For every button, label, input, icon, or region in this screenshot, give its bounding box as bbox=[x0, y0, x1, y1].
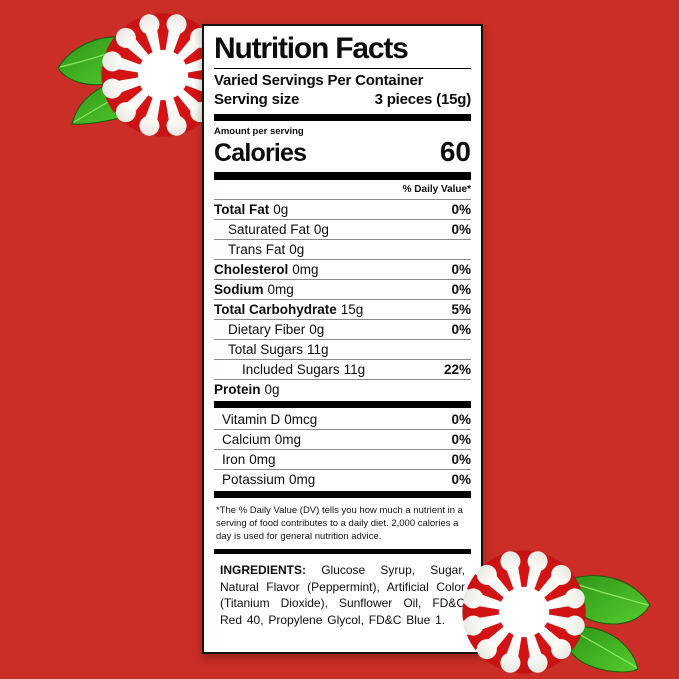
divider-thick bbox=[214, 401, 471, 408]
nutrient-row-total-carbohydrate: Total Carbohydrate 15g 5% bbox=[214, 299, 471, 319]
nutrient-name: Total Sugars bbox=[228, 341, 304, 357]
divider-thick bbox=[214, 114, 471, 121]
nutrient-row-protein: Protein 0g bbox=[214, 379, 471, 399]
nutrient-name: Vitamin D bbox=[222, 411, 281, 427]
calories-value: 60 bbox=[439, 136, 471, 167]
amount-per-serving: Amount per serving bbox=[214, 126, 304, 137]
nutrient-amount: 0mg bbox=[289, 471, 316, 487]
daily-value-header: % Daily Value* bbox=[402, 184, 471, 195]
servings-per-container: Varied Servings Per Container bbox=[214, 72, 424, 89]
nutrient-dv: 22% bbox=[443, 361, 471, 377]
nutrient-dv: 0% bbox=[451, 451, 471, 467]
nutrient-amount: 0g bbox=[313, 221, 329, 237]
nutrient-row-calcium: Calcium 0mg 0% bbox=[214, 429, 471, 449]
divider-thin bbox=[214, 68, 471, 69]
nutrient-dv: 0% bbox=[451, 261, 471, 277]
peppermint-candy-bottom-right bbox=[457, 545, 592, 679]
nutrient-amount: 15g bbox=[340, 301, 364, 317]
serving-size-value: 3 pieces (15g) bbox=[374, 91, 472, 108]
nutrient-amount: 11g bbox=[343, 361, 366, 377]
peppermint-decoration-bottom-right bbox=[452, 543, 651, 679]
nutrient-name: Iron bbox=[222, 451, 246, 467]
daily-value-footnote: *The % Daily Value (DV) tells you how mu… bbox=[216, 505, 463, 542]
nutrient-dv: 0% bbox=[451, 201, 471, 217]
nutrient-row-total-fat: Total Fat 0g 0% bbox=[214, 199, 471, 219]
nutrient-amount: 0mg bbox=[267, 281, 294, 297]
serving-size-label: Serving size bbox=[214, 91, 300, 108]
mint-leaves-bottom-right bbox=[565, 575, 651, 673]
nutrient-row-total-sugars: Total Sugars 11g bbox=[214, 339, 471, 359]
nutrient-dv: 0% bbox=[451, 321, 471, 337]
nutrient-name: Included Sugars bbox=[242, 361, 340, 377]
nutrient-row-iron: Iron 0mg 0% bbox=[214, 449, 471, 469]
nutrient-name: Cholesterol bbox=[214, 261, 289, 277]
nutrient-name: Saturated Fat bbox=[228, 221, 310, 237]
nutrient-amount: 0g bbox=[289, 241, 305, 257]
peppermint-decoration-top-left bbox=[57, 2, 240, 148]
nutrient-dv: 0% bbox=[451, 411, 471, 427]
nutrient-row-trans-fat: Trans Fat 0g bbox=[214, 239, 471, 259]
divider-medium bbox=[214, 549, 471, 554]
nutrient-dv: 0% bbox=[451, 281, 471, 297]
nutrition-facts-label: Nutrition Facts Varied Servings Per Cont… bbox=[202, 24, 483, 654]
nutrient-row-included-sugars: Included Sugars 11g 22% bbox=[214, 359, 471, 379]
nutrient-amount: 0g bbox=[264, 381, 280, 397]
nutrient-name: Calcium bbox=[222, 431, 271, 447]
divider-thick bbox=[214, 491, 471, 498]
nutrient-row-saturated-fat: Saturated Fat 0g 0% bbox=[214, 219, 471, 239]
nutrient-amount: 0g bbox=[309, 321, 325, 337]
nutrient-amount: 0g bbox=[273, 201, 289, 217]
label-title: Nutrition Facts bbox=[214, 32, 409, 65]
calories-row: Calories 60 bbox=[214, 138, 471, 170]
nutrient-amount: 0mg bbox=[249, 451, 276, 467]
nutrient-name: Protein bbox=[214, 381, 261, 397]
nutrient-amount: 11g bbox=[307, 341, 329, 357]
nutrient-row-potassium: Potassium 0mg 0% bbox=[214, 469, 471, 489]
calories-label: Calories bbox=[214, 139, 307, 167]
divider-thick bbox=[214, 172, 471, 180]
ingredients-text: Glucose Syrup, Sugar, Natural Flavor (Pe… bbox=[220, 563, 465, 627]
nutrient-dv: 0% bbox=[451, 471, 471, 487]
nutrient-name: Dietary Fiber bbox=[228, 321, 306, 337]
nutrient-dv: 5% bbox=[451, 301, 471, 317]
nutrient-amount: 0mcg bbox=[284, 411, 318, 427]
nutrient-name: Total Fat bbox=[214, 201, 270, 217]
nutrient-name: Trans Fat bbox=[228, 241, 286, 257]
nutrient-row-cholesterol: Cholesterol 0mg 0% bbox=[214, 259, 471, 279]
nutrient-amount: 0mg bbox=[274, 431, 302, 447]
nutrient-dv: 0% bbox=[451, 221, 471, 237]
nutrient-row-dietary-fiber: Dietary Fiber 0g 0% bbox=[214, 319, 471, 339]
nutrient-row-vitamin-d: Vitamin D 0mcg 0% bbox=[214, 410, 471, 429]
ingredients-heading: INGREDIENTS: bbox=[220, 563, 307, 577]
serving-size-row: Serving size 3 pieces (15g) bbox=[214, 90, 471, 112]
nutrient-row-sodium: Sodium 0mg 0% bbox=[214, 279, 471, 299]
nutrient-name: Sodium bbox=[214, 281, 264, 297]
ingredients-paragraph: INGREDIENTS: Glucose Syrup, Sugar, Natur… bbox=[214, 556, 471, 628]
nutrient-dv: 0% bbox=[451, 431, 471, 447]
nutrient-amount: 0mg bbox=[292, 261, 319, 277]
micronutrients-section: Vitamin D 0mcg 0% Calcium 0mg 0% Iron 0m… bbox=[214, 410, 471, 489]
nutrient-name: Total Carbohydrate bbox=[214, 301, 337, 317]
nutrient-name: Potassium bbox=[222, 471, 286, 487]
